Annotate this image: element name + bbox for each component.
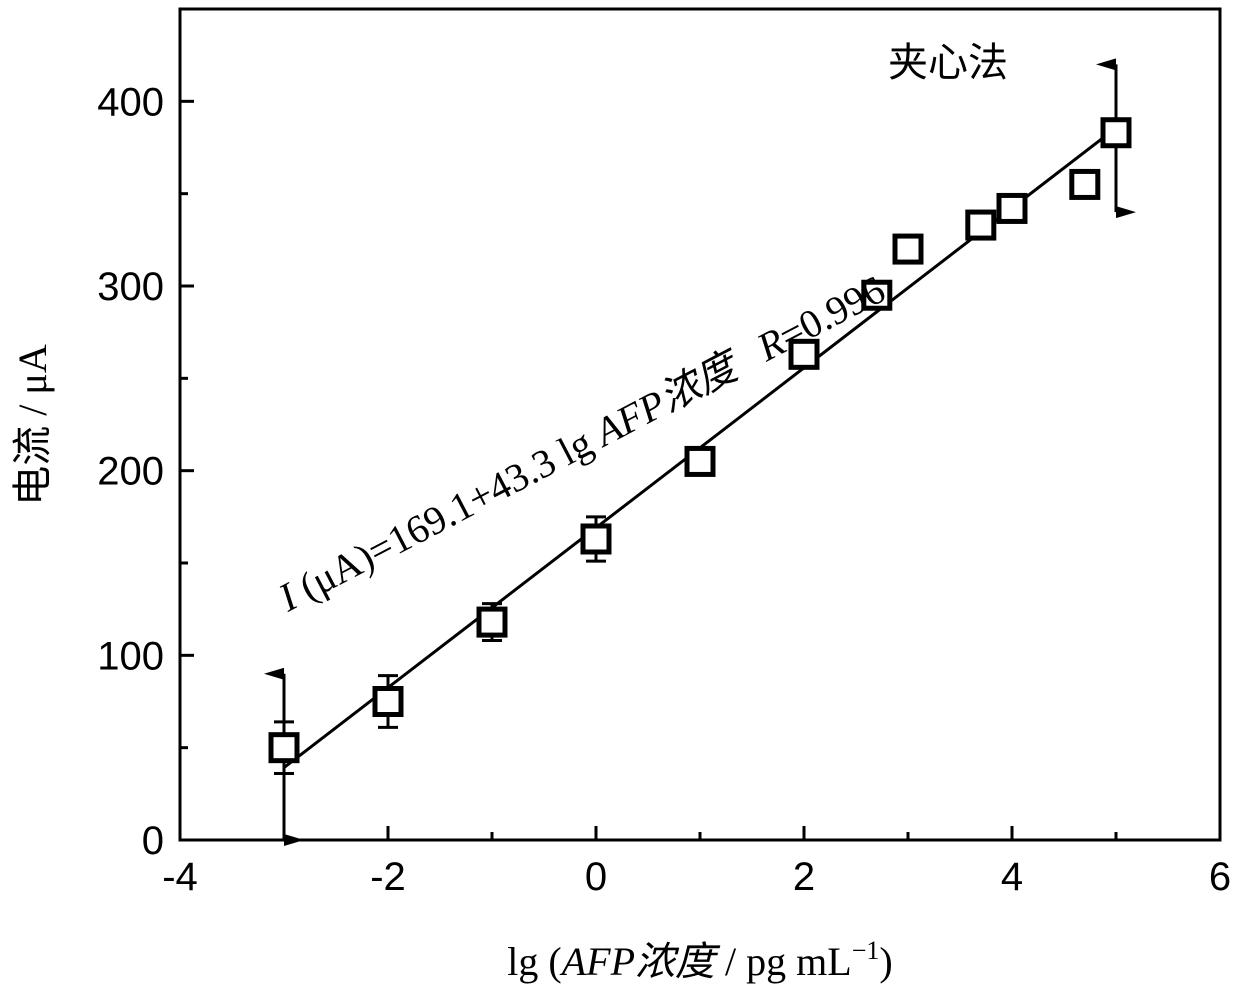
y-axis-ticks <box>180 101 194 840</box>
data-point <box>375 689 401 715</box>
y-tick-label: 200 <box>97 450 164 494</box>
data-point <box>271 735 297 761</box>
data-point <box>1072 171 1098 197</box>
x-tick-label: -4 <box>162 855 198 899</box>
plot-frame <box>180 9 1220 840</box>
x-axis-ticks <box>180 826 1220 840</box>
y-tick-label: 100 <box>97 634 164 678</box>
x-tick-label: 0 <box>585 855 607 899</box>
y-tick-label: 300 <box>97 265 164 309</box>
data-point <box>999 195 1025 221</box>
y-axis-tick-labels: 0 100 200 300 400 <box>97 80 164 863</box>
data-point <box>479 609 505 635</box>
data-point <box>1103 120 1129 146</box>
y-tick-label: 400 <box>97 80 164 124</box>
x-axis-title: lg (AFP浓度 / pg mL−1) <box>507 936 892 984</box>
x-axis-tick-labels: -4 -2 0 2 4 6 <box>162 855 1231 899</box>
x-tick-label: 4 <box>1001 855 1023 899</box>
data-point <box>687 448 713 474</box>
fit-equation: I (μA)=169.1+43.3 lg AFP浓度 R=0.996 <box>270 267 892 621</box>
data-point <box>895 236 921 262</box>
y-axis-title: 电流 / μA <box>10 344 55 506</box>
method-label: 夹心法 <box>888 40 1008 85</box>
x-tick-label: -2 <box>370 855 406 899</box>
x-tick-label: 6 <box>1209 855 1231 899</box>
y-tick-label: 0 <box>142 819 164 863</box>
data-point <box>968 212 994 238</box>
data-point <box>583 526 609 552</box>
x-tick-label: 2 <box>793 855 815 899</box>
